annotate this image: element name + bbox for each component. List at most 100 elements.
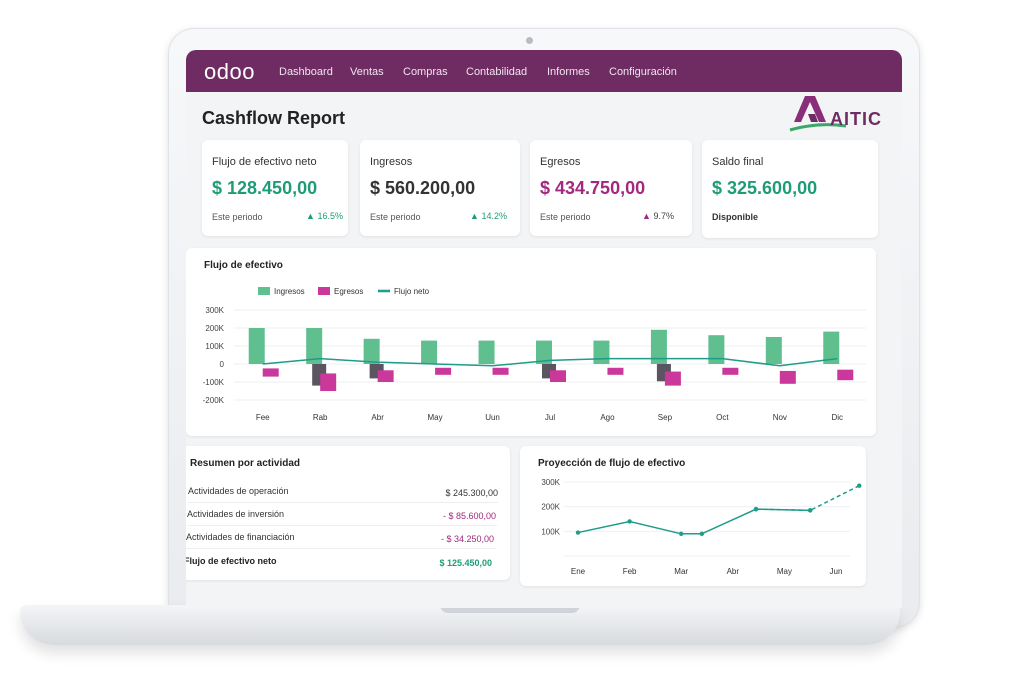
x-tick-label: Jul bbox=[545, 413, 555, 422]
projection-panel: Proyección de flujo de efectivo 300K 200K… bbox=[520, 446, 866, 586]
x-tick-label: Fee bbox=[256, 413, 270, 422]
data-point bbox=[699, 531, 705, 536]
bar-egresos bbox=[837, 369, 854, 381]
x-tick-label: Uun bbox=[485, 413, 500, 422]
nav-dashboard[interactable]: Dashboard bbox=[279, 66, 333, 78]
legend-swatch-egresos bbox=[318, 287, 330, 295]
cashflow-bar-chart: 300K 200K 100K 0 -100K -200K Ingresos Egresos Fl… bbox=[203, 287, 866, 422]
x-tick-label: Jun bbox=[830, 567, 843, 576]
odoo-logo[interactable]: odoo bbox=[204, 59, 255, 84]
series-line-flujo-neto bbox=[262, 357, 838, 367]
kpi-available: Disponible bbox=[712, 212, 759, 222]
logo-swoosh bbox=[789, 123, 847, 132]
kpi-card-egresos[interactable]: Egresos $ 434.750,00 Este periodo ▲ 9.7% bbox=[530, 140, 692, 236]
nav-configuracion[interactable]: Configuración bbox=[609, 66, 677, 78]
projection-title: Proyección de flujo de efectivo bbox=[538, 458, 686, 469]
data-point bbox=[679, 531, 684, 536]
data-point bbox=[753, 506, 759, 512]
x-tick-label: Nov bbox=[773, 413, 787, 422]
data-point bbox=[808, 508, 813, 513]
kpi-value: $ 128.450,00 bbox=[212, 178, 318, 198]
x-tick-label: Ene bbox=[571, 567, 586, 576]
projection-line-chart: 300K 200K 100K Ene Feb Mar Abr May Jun bbox=[541, 478, 862, 576]
data-point bbox=[627, 519, 632, 524]
x-tick-label: Dic bbox=[831, 413, 843, 422]
nav-informes[interactable]: Informes bbox=[547, 66, 590, 78]
x-tick-label: Sep bbox=[658, 413, 673, 422]
kpi-change: ▲ 14.2% bbox=[470, 211, 507, 221]
bar-ingresos bbox=[823, 331, 840, 364]
data-point bbox=[857, 483, 862, 488]
x-tick-label: Oct bbox=[716, 413, 729, 422]
cashflow-chart-title: Flujo de efectivo bbox=[204, 260, 283, 271]
bar-ingresos bbox=[765, 337, 782, 364]
divider bbox=[188, 502, 498, 503]
y-tick-label: 0 bbox=[220, 360, 225, 369]
series-line-actual bbox=[577, 508, 811, 535]
y-tick-label: -100K bbox=[203, 378, 225, 387]
bar-ingresos bbox=[248, 328, 265, 364]
bar-ingresos bbox=[708, 335, 725, 364]
summary-row-value: $ 245.300,00 bbox=[445, 488, 498, 498]
kpi-period: Este periodo bbox=[370, 212, 421, 222]
webcam bbox=[526, 37, 533, 44]
nav-contabilidad[interactable]: Contabilidad bbox=[466, 66, 528, 78]
y-tick-label: 100K bbox=[205, 342, 224, 351]
bar-ingresos bbox=[593, 340, 610, 364]
bar-egresos bbox=[607, 367, 624, 375]
x-tick-label: Mar bbox=[674, 567, 688, 576]
data-point bbox=[575, 530, 581, 535]
legend-swatch-ingresos bbox=[258, 287, 270, 295]
summary-row-label: Actividades de financiación bbox=[186, 532, 295, 542]
bar-egresos bbox=[779, 370, 796, 384]
summary-total-value: $ 125.450,00 bbox=[439, 558, 492, 568]
kpi-label: Ingresos bbox=[370, 156, 413, 168]
logo-text: AITIC bbox=[830, 109, 882, 129]
legend-label: Ingresos bbox=[274, 287, 305, 296]
kpi-value: $ 325.600,00 bbox=[712, 178, 818, 198]
bar-egresos bbox=[550, 370, 566, 382]
bar-ingresos bbox=[306, 328, 323, 364]
divider bbox=[187, 525, 497, 526]
kpi-change: ▲ 9.7% bbox=[642, 211, 674, 221]
x-tick-label: Abr bbox=[727, 567, 740, 576]
bar-ingresos bbox=[421, 340, 438, 364]
y-tick-label: 100K bbox=[541, 527, 560, 536]
kpi-card-saldo-final[interactable]: Saldo final $ 325.600,00 Disponible bbox=[702, 140, 878, 238]
nav-compras[interactable]: Compras bbox=[403, 66, 448, 78]
trend-up-icon: ▲ bbox=[470, 211, 479, 221]
bar-egresos bbox=[435, 367, 452, 375]
kpi-period: Este periodo bbox=[540, 212, 591, 222]
kpi-label: Flujo de efectivo neto bbox=[212, 156, 317, 168]
top-navbar: odoo Dashboard Ventas Compras Contabilid… bbox=[186, 50, 902, 92]
legend-label: Egresos bbox=[334, 287, 363, 296]
kpi-card-net-cashflow[interactable]: Flujo de efectivo neto $ 128.450,00 Este… bbox=[202, 140, 348, 236]
bar-ingresos bbox=[536, 340, 552, 364]
summary-row-value: - $ 34.250,00 bbox=[440, 534, 494, 544]
kpi-value: $ 434.750,00 bbox=[540, 178, 646, 198]
nav-ventas[interactable]: Ventas bbox=[350, 66, 384, 78]
x-tick-label: May bbox=[777, 567, 792, 576]
bar-ingresos bbox=[478, 340, 495, 364]
bar-ingresos bbox=[363, 338, 380, 364]
aitic-logo bbox=[789, 96, 847, 132]
y-tick-label: 200K bbox=[541, 503, 560, 512]
x-tick-label: Ago bbox=[600, 413, 615, 422]
logo-a-shape bbox=[794, 96, 826, 122]
summary-title: Resumen por actividad bbox=[190, 458, 301, 469]
kpi-card-ingresos[interactable]: Ingresos $ 560.200,00 Este periodo ▲ 14.… bbox=[360, 140, 520, 236]
y-tick-label: 300K bbox=[205, 306, 224, 315]
legend-label: Flujo neto bbox=[394, 287, 430, 296]
y-tick-label: 200K bbox=[205, 324, 224, 333]
logo-a-bar bbox=[808, 114, 818, 122]
divider bbox=[186, 548, 496, 549]
screen: odoo Dashboard Ventas Compras Contabilid… bbox=[186, 50, 902, 608]
cashflow-chart-panel: Flujo de efectivo 300K 200K 100K 0 -100K -200… bbox=[186, 248, 876, 436]
kpi-label: Egresos bbox=[540, 156, 581, 168]
summary-row-label: Actividades de inversión bbox=[187, 509, 285, 519]
summary-total-label: Flujo de efectivo neto bbox=[186, 556, 277, 566]
x-tick-label: Abr bbox=[371, 413, 384, 422]
kpi-value: $ 560.200,00 bbox=[370, 178, 476, 198]
x-tick-label: Feb bbox=[623, 567, 637, 576]
bar-egresos bbox=[320, 373, 337, 391]
